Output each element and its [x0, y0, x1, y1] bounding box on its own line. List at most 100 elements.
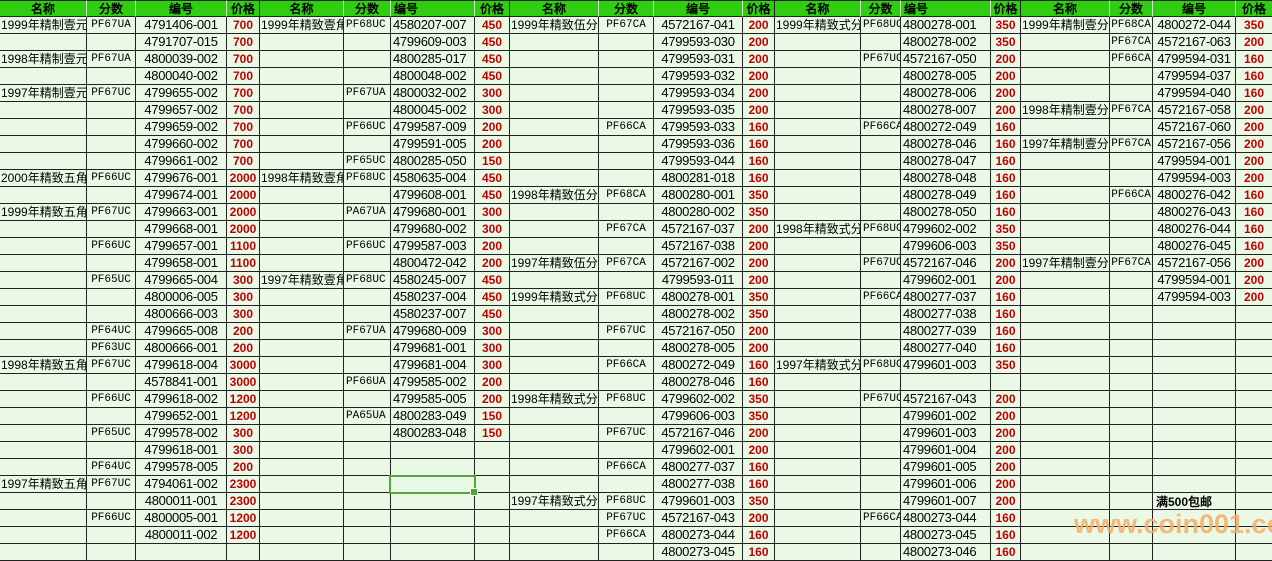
- number-cell[interactable]: [1153, 476, 1236, 493]
- name-cell[interactable]: 1999年精制壹分: [1021, 17, 1110, 34]
- name-cell[interactable]: [1021, 34, 1110, 51]
- name-cell[interactable]: [0, 425, 87, 442]
- name-cell[interactable]: [260, 493, 344, 510]
- price-cell[interactable]: 200: [991, 391, 1021, 408]
- name-cell[interactable]: 1998年精致伍分: [510, 187, 599, 204]
- price-cell[interactable]: 200: [743, 425, 775, 442]
- grade-cell[interactable]: PF68CA: [599, 187, 654, 204]
- name-cell[interactable]: [510, 170, 599, 187]
- name-cell[interactable]: [775, 136, 861, 153]
- name-cell[interactable]: [510, 238, 599, 255]
- price-cell[interactable]: [1236, 391, 1272, 408]
- name-cell[interactable]: [260, 459, 344, 476]
- name-cell[interactable]: [1021, 425, 1110, 442]
- number-cell[interactable]: 4580237-007: [391, 306, 475, 323]
- name-cell[interactable]: [1021, 357, 1110, 374]
- price-cell[interactable]: [475, 510, 510, 527]
- selected-cell[interactable]: [389, 475, 478, 496]
- number-cell[interactable]: 4799587-009: [391, 119, 475, 136]
- price-cell[interactable]: 700: [227, 153, 260, 170]
- name-cell[interactable]: [775, 238, 861, 255]
- number-cell[interactable]: [1153, 544, 1236, 561]
- grade-cell[interactable]: [344, 289, 391, 306]
- number-cell[interactable]: [391, 493, 475, 510]
- price-cell[interactable]: 200: [743, 510, 775, 527]
- price-cell[interactable]: 2000: [227, 204, 260, 221]
- number-cell[interactable]: 4799676-001: [136, 170, 227, 187]
- price-cell[interactable]: 160: [743, 476, 775, 493]
- number-cell[interactable]: 4800285-017: [391, 51, 475, 68]
- number-cell[interactable]: 4794061-002: [136, 476, 227, 493]
- header-cell[interactable]: 分数: [344, 0, 391, 17]
- grade-cell[interactable]: [599, 476, 654, 493]
- name-cell[interactable]: [260, 442, 344, 459]
- price-cell[interactable]: [227, 544, 260, 561]
- grade-cell[interactable]: [344, 459, 391, 476]
- grade-cell[interactable]: [1110, 68, 1153, 85]
- grade-cell[interactable]: [1110, 374, 1153, 391]
- name-cell[interactable]: [0, 255, 87, 272]
- grade-cell[interactable]: [861, 102, 901, 119]
- grade-cell[interactable]: [1110, 493, 1153, 510]
- price-cell[interactable]: 200: [991, 255, 1021, 272]
- name-cell[interactable]: [775, 255, 861, 272]
- price-cell[interactable]: 1100: [227, 255, 260, 272]
- name-cell[interactable]: [775, 34, 861, 51]
- number-cell[interactable]: 4800285-050: [391, 153, 475, 170]
- grade-cell[interactable]: [344, 136, 391, 153]
- grade-cell[interactable]: PF67CA: [1110, 34, 1153, 51]
- name-cell[interactable]: [0, 527, 87, 544]
- grade-cell[interactable]: [861, 374, 901, 391]
- name-cell[interactable]: [775, 425, 861, 442]
- price-cell[interactable]: 1100: [227, 238, 260, 255]
- grade-cell[interactable]: [87, 102, 136, 119]
- grade-cell[interactable]: [1110, 306, 1153, 323]
- name-cell[interactable]: [775, 289, 861, 306]
- number-cell[interactable]: 4799593-011: [654, 272, 743, 289]
- name-cell[interactable]: [260, 476, 344, 493]
- price-cell[interactable]: 700: [227, 17, 260, 34]
- header-cell[interactable]: 价格: [1236, 0, 1272, 17]
- number-cell[interactable]: [1153, 527, 1236, 544]
- price-cell[interactable]: 300: [227, 306, 260, 323]
- number-cell[interactable]: 4800278-002: [901, 34, 991, 51]
- number-cell[interactable]: 4800273-044: [901, 510, 991, 527]
- price-cell[interactable]: 200: [227, 459, 260, 476]
- name-cell[interactable]: [1021, 51, 1110, 68]
- number-cell[interactable]: 4799593-031: [654, 51, 743, 68]
- name-cell[interactable]: [0, 306, 87, 323]
- name-cell[interactable]: [775, 493, 861, 510]
- number-cell[interactable]: 4799601-005: [901, 459, 991, 476]
- grade-cell[interactable]: PF66CA: [599, 527, 654, 544]
- name-cell[interactable]: [260, 51, 344, 68]
- grade-cell[interactable]: [344, 357, 391, 374]
- price-cell[interactable]: 200: [991, 408, 1021, 425]
- price-cell[interactable]: 200: [991, 272, 1021, 289]
- number-cell[interactable]: 4572167-043: [654, 510, 743, 527]
- name-cell[interactable]: [1021, 408, 1110, 425]
- price-cell[interactable]: [475, 527, 510, 544]
- number-cell[interactable]: [1153, 391, 1236, 408]
- number-cell[interactable]: 4799606-003: [654, 408, 743, 425]
- name-cell[interactable]: [510, 306, 599, 323]
- price-cell[interactable]: [1236, 340, 1272, 357]
- price-cell[interactable]: 200: [991, 51, 1021, 68]
- number-cell[interactable]: 4799601-003: [654, 493, 743, 510]
- grade-cell[interactable]: [344, 51, 391, 68]
- price-cell[interactable]: 160: [743, 170, 775, 187]
- price-cell[interactable]: 450: [475, 272, 510, 289]
- price-cell[interactable]: 160: [991, 323, 1021, 340]
- price-cell[interactable]: 700: [227, 34, 260, 51]
- number-cell[interactable]: 4800666-003: [136, 306, 227, 323]
- number-cell[interactable]: 4800273-044: [654, 527, 743, 544]
- grade-cell[interactable]: [87, 493, 136, 510]
- header-cell[interactable]: 价格: [227, 0, 260, 17]
- name-cell[interactable]: [0, 340, 87, 357]
- name-cell[interactable]: [0, 323, 87, 340]
- grade-cell[interactable]: [861, 493, 901, 510]
- price-cell[interactable]: 200: [743, 340, 775, 357]
- name-cell[interactable]: 1999年精制壹元: [0, 17, 87, 34]
- name-cell[interactable]: [1021, 187, 1110, 204]
- price-cell[interactable]: 300: [475, 323, 510, 340]
- number-cell[interactable]: 4799681-004: [391, 357, 475, 374]
